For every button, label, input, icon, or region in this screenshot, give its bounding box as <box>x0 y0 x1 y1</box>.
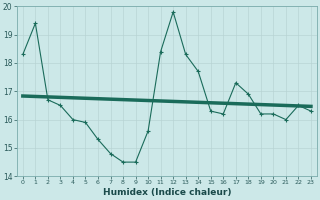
X-axis label: Humidex (Indice chaleur): Humidex (Indice chaleur) <box>103 188 231 197</box>
